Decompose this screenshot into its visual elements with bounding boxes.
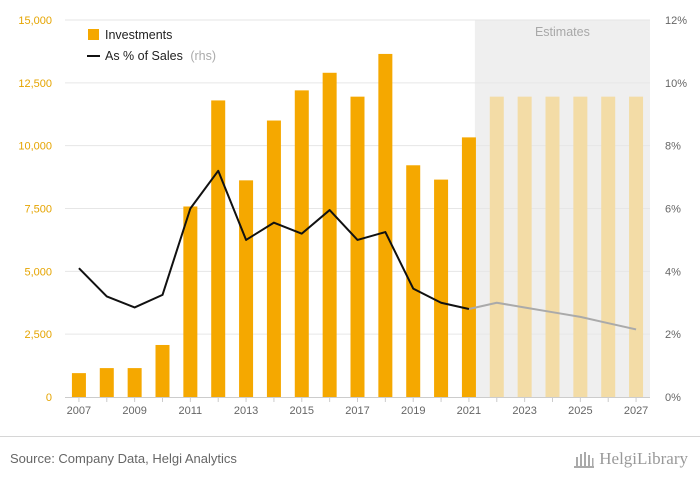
legend-label-sales-share: As % of Sales [105, 49, 183, 63]
library-building-icon [574, 452, 595, 468]
source-note: Source: Company Data, Helgi Analytics [10, 451, 237, 466]
y-right-tick-label: 0% [665, 392, 681, 404]
x-tick-label: 2015 [290, 405, 314, 417]
x-tick-label: 2011 [179, 405, 203, 417]
bar-investments-2017 [350, 96, 365, 397]
x-tick-label: 2023 [512, 405, 536, 417]
bar-investments-2015 [294, 90, 309, 397]
bar-investments-2024 [545, 96, 560, 397]
x-tick-label: 2021 [457, 405, 481, 417]
footer-divider [0, 436, 700, 437]
bar-investments-2011 [183, 206, 198, 397]
estimates-label: Estimates [535, 25, 590, 39]
y-right-tick-label: 2% [665, 329, 681, 341]
helgi-library-logo[interactable]: HelgiLibrary [573, 447, 688, 471]
x-tick-label: 2025 [568, 405, 592, 417]
bar-investments-2023 [517, 96, 532, 397]
legend-label-rhs: (rhs) [190, 49, 216, 63]
y-left-tick-label: 2,500 [24, 329, 52, 341]
chart-legend: Investments As % of Sales (rhs) [87, 28, 216, 63]
investments-chart: 0 0% 2,500 2% 5,000 4% 7,500 6% 10,000 8% 12,500 10… [18, 15, 687, 417]
y-left-tick-label: 5,000 [24, 266, 52, 278]
bar-investments-2013 [239, 180, 254, 397]
x-tick-label: 2009 [122, 405, 146, 417]
x-tick-label: 2027 [624, 405, 648, 417]
bar-investments-2014 [266, 120, 281, 398]
bar-investments-2008 [99, 368, 114, 397]
x-tick-label: 2017 [345, 405, 369, 417]
y-left-tick-label: 0 [46, 392, 52, 404]
y-right-tick-label: 10% [665, 78, 687, 90]
x-tick-label: 2007 [67, 405, 91, 417]
y-right-tick-label: 6% [665, 204, 681, 216]
bar-investments-2025 [573, 96, 588, 397]
bar-investments-2020 [434, 179, 449, 397]
legend-label-investments: Investments [105, 28, 172, 42]
bar-investments-2019 [406, 165, 421, 397]
bar-investments-2010 [155, 344, 170, 397]
bar-investments-2016 [322, 72, 337, 397]
y-left-tick-label: 7,500 [24, 204, 52, 216]
x-tick-label: 2013 [234, 405, 258, 417]
bar-investments-2021 [461, 137, 476, 397]
logo-text: HelgiLibrary [599, 449, 688, 468]
x-tick-label: 2019 [401, 405, 425, 417]
bar-investments-2027 [629, 96, 644, 397]
y-right-tick-label: 4% [665, 266, 681, 278]
y-left-tick-label: 15,000 [18, 15, 52, 27]
bar-investments-2022 [489, 96, 504, 397]
bar-investments-2007 [71, 373, 86, 397]
bar-investments-2012 [211, 100, 226, 397]
svg-text:As % of Sales (rhs): As % of Sales (rhs) [105, 49, 216, 63]
y-right-tick-label: 8% [665, 141, 681, 153]
y-left-tick-label: 10,000 [18, 141, 52, 153]
y-left-tick-label: 12,500 [18, 78, 52, 90]
bar-investments-2009 [127, 368, 142, 397]
bar-investments-2018 [378, 53, 393, 398]
bar-investments-2026 [601, 96, 616, 397]
legend-swatch-investments [88, 29, 99, 40]
y-right-tick-label: 12% [665, 15, 687, 27]
